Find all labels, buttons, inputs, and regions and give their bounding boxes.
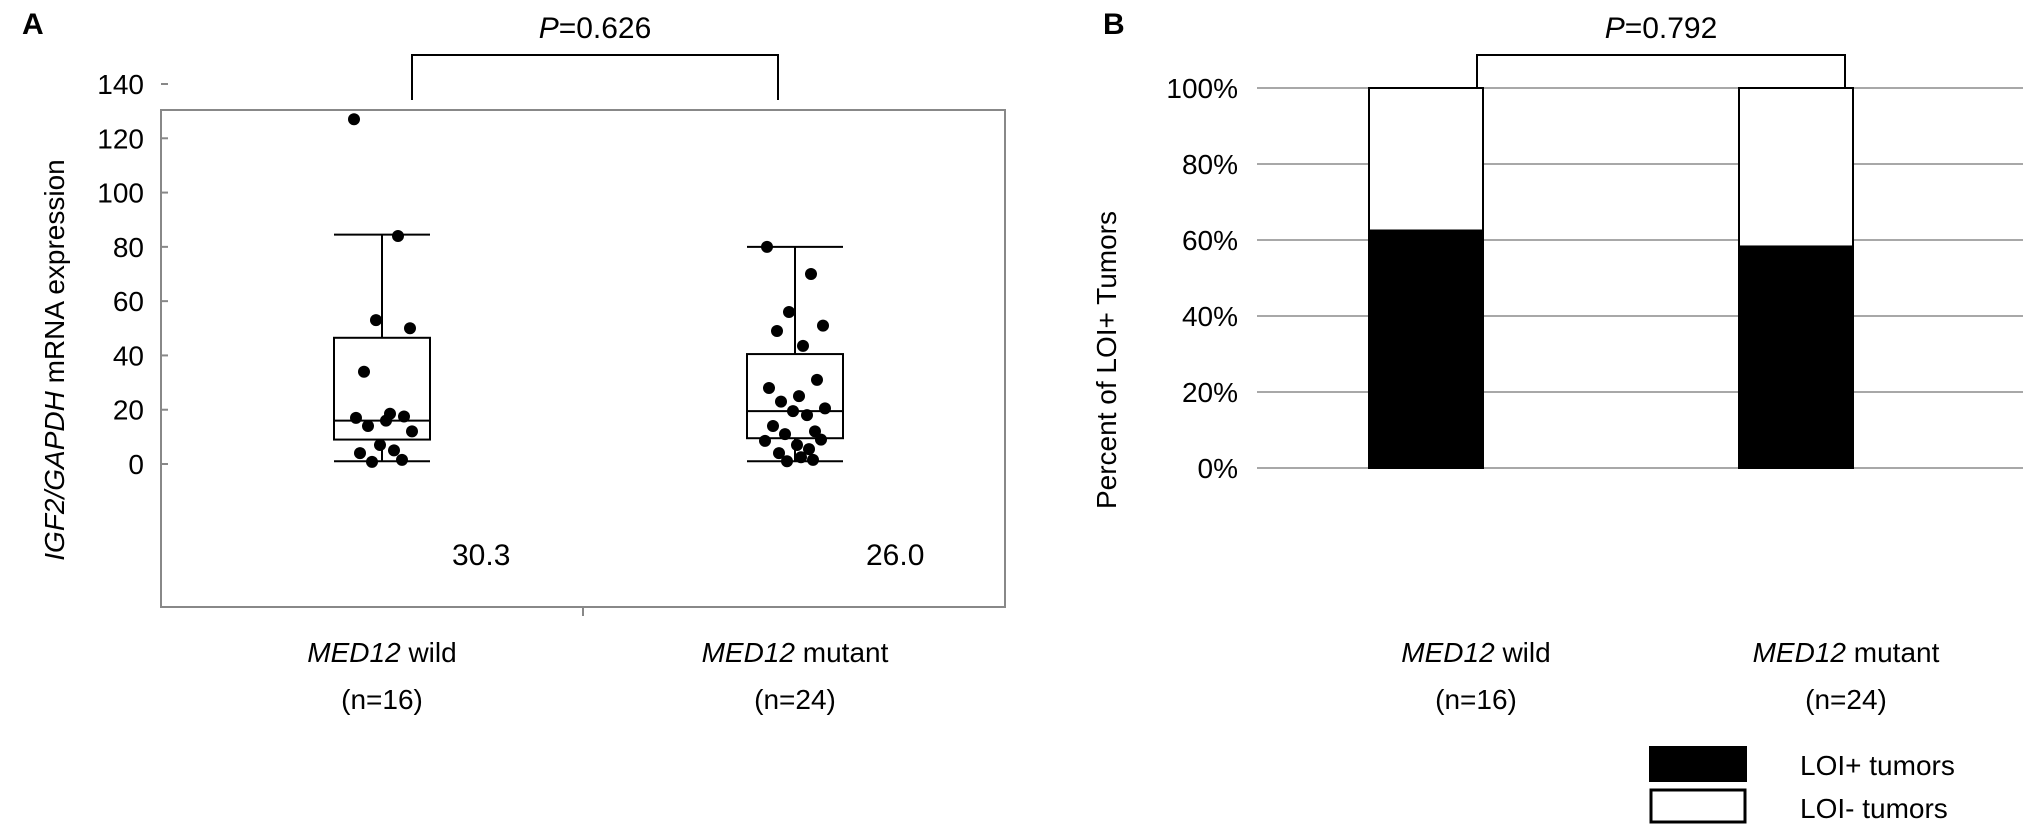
data-point	[761, 240, 773, 253]
data-point	[358, 365, 370, 378]
data-point	[815, 433, 827, 446]
data-point	[793, 390, 805, 403]
data-point	[348, 113, 360, 126]
panel-a-y-tick-label: 0	[128, 449, 144, 480]
legend-swatch-loi-positive	[1649, 746, 1747, 782]
panel-b-y-tick-label: 60%	[1182, 225, 1238, 256]
data-point	[396, 453, 408, 466]
panel-a-mean-label-mutant: 26.0	[866, 539, 924, 572]
data-point	[392, 230, 404, 242]
data-point	[406, 425, 418, 438]
panel-b-bars	[1368, 87, 1854, 469]
bar-segment-loi-negative	[1738, 87, 1854, 248]
panel-a-y-tick-label: 140	[97, 69, 144, 100]
panel-b: B P=0.792 0% 20% 40% 60% 80% 100% Percent of …	[1091, 8, 2023, 824]
bar-segment-loi-positive	[1368, 229, 1484, 469]
data-point	[775, 395, 787, 408]
data-point	[801, 409, 813, 422]
data-point	[773, 447, 785, 460]
panel-a-pvalue: P=0.626	[539, 12, 652, 45]
panel-a-category-wild: MED12 wild	[307, 637, 456, 668]
panel-b-y-tick-label: 20%	[1182, 377, 1238, 408]
data-point	[759, 434, 771, 447]
panel-a-pvalue-bracket	[411, 54, 779, 100]
panel-b-y-tick-label: 40%	[1182, 301, 1238, 332]
data-point	[350, 411, 362, 424]
panel-a: A P=0.626 0 20 40 60 80 100 120 140 IGF2/GAPDH …	[22, 8, 1006, 715]
panel-a-category-mutant: MED12 mutant	[702, 637, 889, 668]
panel-a-y-tick-label: 80	[113, 232, 144, 263]
panel-a-mean-label-wild: 30.3	[452, 539, 510, 572]
data-point	[763, 382, 775, 394]
data-point	[807, 453, 819, 466]
panel-b-legend: LOI+ tumors LOI- tumors	[1649, 746, 1955, 824]
data-point	[791, 439, 803, 451]
panel-a-letter: A	[22, 8, 44, 41]
data-point	[354, 447, 366, 460]
panel-b-y-tick-label: 0%	[1198, 453, 1238, 484]
data-point	[805, 268, 817, 280]
panel-a-y-axis-title: IGF2/GAPDH mRNA expression	[39, 159, 70, 560]
panel-a-y-tick-label: 100	[97, 178, 144, 209]
panel-a-y-tick-label: 20	[113, 395, 144, 426]
data-point	[398, 410, 410, 423]
panel-b-category-mutant-n: (n=24)	[1805, 684, 1887, 715]
data-point	[771, 325, 783, 337]
data-point	[404, 322, 416, 335]
data-point	[362, 420, 374, 432]
data-point	[767, 420, 779, 432]
legend-label-loi-positive: LOI+ tumors	[1800, 750, 1955, 781]
data-point	[797, 339, 809, 352]
data-point	[803, 443, 815, 456]
data-point	[787, 405, 799, 418]
panel-a-boxplots	[333, 113, 844, 468]
panel-b-y-axis-title: Percent of LOI+ Tumors	[1091, 211, 1122, 509]
data-point	[817, 319, 829, 332]
data-point	[366, 455, 378, 468]
data-point	[783, 306, 795, 318]
data-point	[779, 428, 791, 441]
data-point	[374, 439, 386, 451]
panel-a-plot-frame	[160, 109, 1006, 608]
panel-b-category-wild-n: (n=16)	[1435, 684, 1517, 715]
panel-a-category-wild-n: (n=16)	[341, 684, 423, 715]
legend-label-loi-negative: LOI- tumors	[1800, 793, 1948, 824]
data-point	[781, 455, 793, 468]
data-point	[380, 414, 392, 427]
panel-a-category-mutant-n: (n=24)	[754, 684, 836, 715]
panel-b-letter: B	[1103, 8, 1125, 41]
data-point	[795, 451, 807, 464]
panel-b-y-axis: 0% 20% 40% 60% 80% 100%	[1166, 73, 1238, 484]
data-point	[811, 373, 823, 386]
data-point	[819, 402, 831, 415]
panel-b-category-mutant: MED12 mutant	[1753, 637, 1940, 668]
panel-a-y-axis: 0 20 40 60 80 100 120 140	[97, 69, 168, 480]
bar-segment-loi-positive	[1738, 245, 1854, 469]
panel-a-y-tick-label: 40	[113, 340, 144, 371]
panel-b-y-tick-label: 100%	[1166, 73, 1238, 104]
panel-b-pvalue: P=0.792	[1605, 12, 1718, 45]
data-point	[388, 444, 400, 457]
bar-segment-loi-negative	[1368, 87, 1484, 232]
data-point	[370, 314, 382, 327]
panel-a-y-tick-label: 60	[113, 286, 144, 317]
legend-swatch-loi-negative	[1649, 788, 1747, 824]
panel-b-pvalue-bracket	[1476, 54, 1846, 100]
panel-b-category-wild: MED12 wild	[1401, 637, 1550, 668]
panel-b-y-tick-label: 80%	[1182, 149, 1238, 180]
panel-a-y-tick-label: 120	[97, 123, 144, 154]
